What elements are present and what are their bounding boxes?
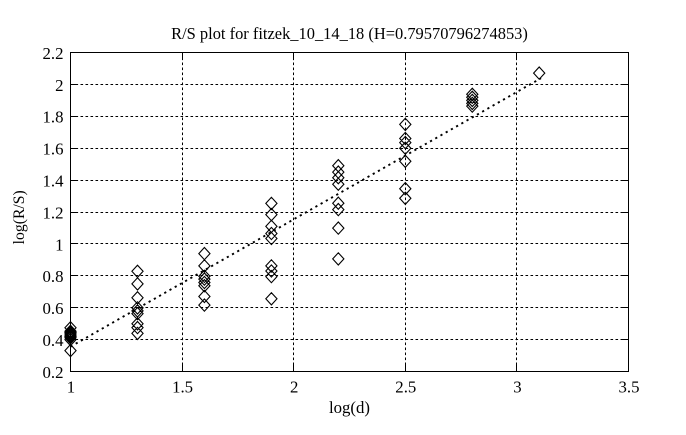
svg-text:log(R/S): log(R/S) [11,190,28,244]
svg-text:1: 1 [55,235,63,254]
svg-text:2.2: 2.2 [43,44,64,63]
svg-text:1: 1 [67,377,75,396]
svg-text:1.4: 1.4 [43,172,65,191]
svg-text:1.8: 1.8 [43,108,64,127]
svg-text:2: 2 [290,377,298,396]
svg-text:2.5: 2.5 [395,377,416,396]
svg-text:2: 2 [55,76,63,95]
svg-text:1.2: 1.2 [43,203,64,222]
svg-text:3: 3 [513,377,521,396]
svg-text:0.4: 0.4 [43,331,65,350]
svg-text:0.8: 0.8 [43,267,64,286]
svg-text:log(d): log(d) [329,398,370,417]
svg-text:0.2: 0.2 [43,363,64,382]
svg-text:0.6: 0.6 [43,299,64,318]
svg-text:R/S plot for fitzek_10_14_18 (: R/S plot for fitzek_10_14_18 (H=0.795707… [171,24,528,43]
svg-text:1.5: 1.5 [172,377,193,396]
svg-text:1.6: 1.6 [43,140,64,159]
svg-text:3.5: 3.5 [619,377,640,396]
